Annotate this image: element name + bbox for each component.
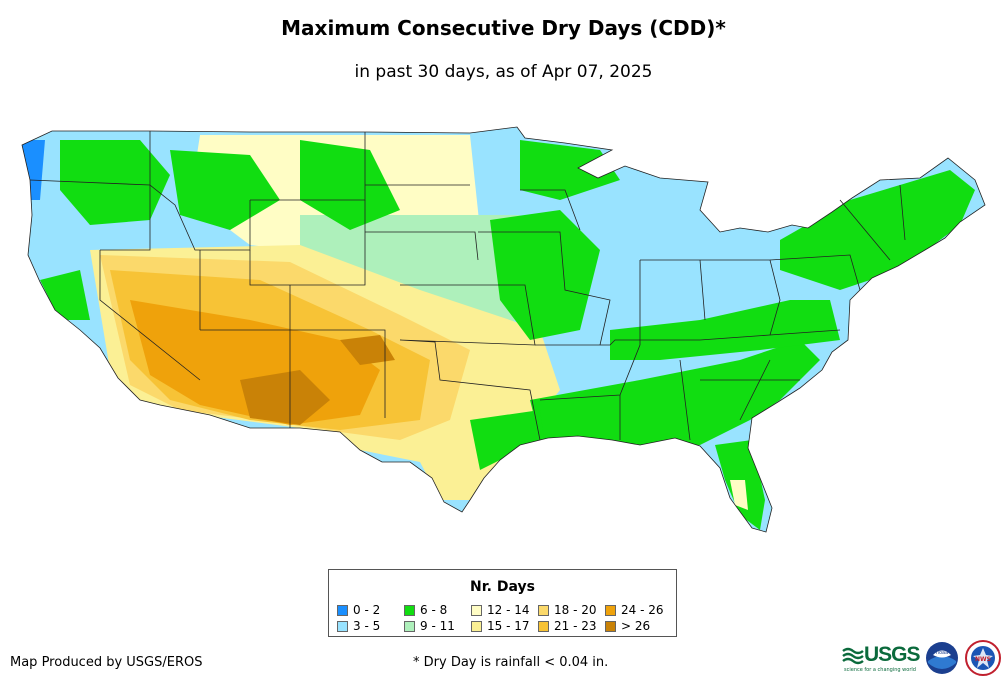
legend-swatch: [404, 621, 415, 632]
border-id: [149, 131, 251, 251]
border-al-ga-sc: [619, 359, 800, 441]
dry-day-footnote: * Dry Day is rainfall < 0.04 in.: [413, 655, 609, 670]
legend-grid: 0 - 2 3 - 5 6 - 8 9 - 11 12 - 14 15 - 17…: [337, 603, 677, 635]
us-border: [21, 126, 986, 533]
legend-label: 9 - 11: [420, 619, 455, 633]
border-sw: [99, 250, 386, 428]
legend-item: 21 - 23: [538, 619, 597, 633]
border-oh-in: [639, 259, 781, 345]
legend-label: 6 - 8: [420, 603, 448, 617]
map-credit: Map Produced by USGS/EROS: [10, 655, 203, 670]
legend-item: 15 - 17: [471, 619, 530, 633]
zone-over-26-nm: [340, 335, 395, 365]
legend-label: 21 - 23: [554, 619, 597, 633]
zone-6-8-northeast: [780, 170, 975, 290]
legend: Nr. Days 0 - 2 3 - 5 6 - 8 9 - 11 12 - 1…: [328, 569, 677, 637]
border-ks-ok: [399, 284, 541, 441]
zone-6-8-minnesota: [520, 140, 620, 200]
legend-label: 18 - 20: [554, 603, 597, 617]
usgs-tagline: science for a changing world: [844, 667, 916, 673]
map-subtitle: in past 30 days, as of Apr 07, 2025: [354, 62, 653, 82]
state-boundaries: [21, 126, 986, 533]
legend-swatch: [404, 605, 415, 616]
zone-6-8-southeast: [530, 340, 820, 445]
noaa-text: noaa: [936, 650, 948, 656]
legend-item: 3 - 5: [337, 619, 380, 633]
legend-swatch: [605, 605, 616, 616]
map-title: Maximum Consecutive Dry Days (CDD)*: [281, 16, 726, 40]
legend-label: > 26: [621, 619, 651, 633]
nws-logo: NWS: [965, 640, 1001, 676]
legend-swatch: [337, 621, 348, 632]
legend-item: 12 - 14: [471, 603, 530, 617]
legend-label: 12 - 14: [487, 603, 530, 617]
zone-6-8-california: [40, 270, 90, 320]
legend-title: Nr. Days: [470, 579, 535, 595]
legend-label: 15 - 17: [487, 619, 530, 633]
cdd-zones: [22, 127, 985, 532]
legend-swatch: [471, 621, 482, 632]
zone-6-8-idaho: [170, 150, 280, 230]
nws-text: NWS: [975, 656, 991, 663]
zone-6-8-montana: [300, 140, 400, 230]
legend-item: 24 - 26: [605, 603, 664, 617]
legend-swatch: [605, 621, 616, 632]
zone-12-14-florida: [730, 480, 748, 510]
zone-6-8-northwest: [60, 140, 170, 225]
legend-item: > 26: [605, 619, 650, 633]
usgs-wave-icon: [842, 647, 864, 665]
border-or: [29, 179, 151, 251]
zone-over-26-az: [240, 370, 330, 425]
legend-swatch: [471, 605, 482, 616]
legend-swatch: [538, 605, 549, 616]
zone-6-8-texas-east: [470, 410, 545, 470]
legend-item: 9 - 11: [404, 619, 455, 633]
usgs-logo: USGS: [864, 643, 921, 666]
legend-item: 18 - 20: [538, 603, 597, 617]
legend-label: 24 - 26: [621, 603, 664, 617]
noaa-logo: noaa: [926, 642, 958, 674]
legend-item: 0 - 2: [337, 603, 380, 617]
cdd-map: [21, 126, 986, 533]
zone-6-8-midatlantic: [610, 300, 840, 360]
legend-label: 3 - 5: [353, 619, 381, 633]
legend-swatch: [538, 621, 549, 632]
border-dakotas-wy: [249, 184, 479, 286]
zone-6-8-midwest: [490, 210, 600, 340]
legend-swatch: [337, 605, 348, 616]
legend-label: 0 - 2: [353, 603, 381, 617]
border-northeast: [769, 184, 906, 291]
border-mn-ia-mo: [478, 189, 611, 346]
agency-logos: USGS science for a changing world noaa N…: [842, 640, 1002, 676]
legend-item: 6 - 8: [404, 603, 447, 617]
